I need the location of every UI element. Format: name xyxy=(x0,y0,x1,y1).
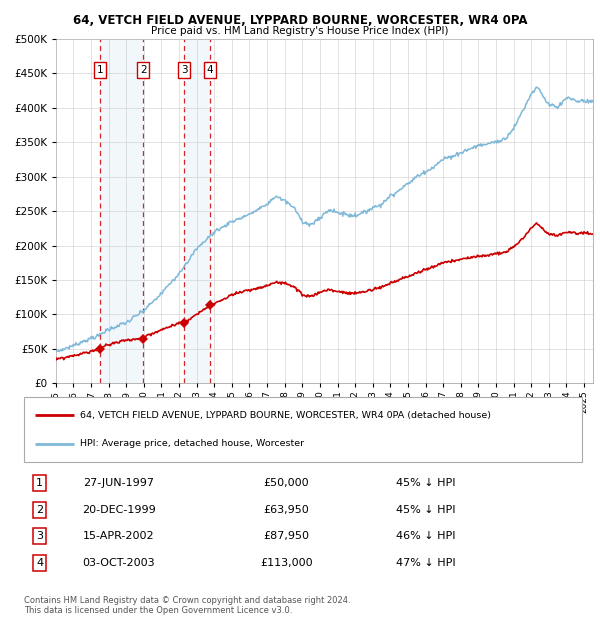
Text: 46% ↓ HPI: 46% ↓ HPI xyxy=(396,531,455,541)
Text: 4: 4 xyxy=(206,65,213,75)
Text: HPI: Average price, detached house, Worcester: HPI: Average price, detached house, Worc… xyxy=(80,439,304,448)
Bar xyxy=(184,39,210,383)
Text: 47% ↓ HPI: 47% ↓ HPI xyxy=(396,558,455,568)
Text: 45% ↓ HPI: 45% ↓ HPI xyxy=(396,505,455,515)
Text: £50,000: £50,000 xyxy=(263,478,309,488)
Text: 15-APR-2002: 15-APR-2002 xyxy=(83,531,155,541)
Text: 2: 2 xyxy=(36,505,43,515)
Text: 64, VETCH FIELD AVENUE, LYPPARD BOURNE, WORCESTER, WR4 0PA (detached house): 64, VETCH FIELD AVENUE, LYPPARD BOURNE, … xyxy=(80,410,491,420)
Text: 64, VETCH FIELD AVENUE, LYPPARD BOURNE, WORCESTER, WR4 0PA: 64, VETCH FIELD AVENUE, LYPPARD BOURNE, … xyxy=(73,14,527,27)
Text: 45% ↓ HPI: 45% ↓ HPI xyxy=(396,478,455,488)
Bar xyxy=(100,39,143,383)
Text: £63,950: £63,950 xyxy=(263,505,309,515)
Text: 2: 2 xyxy=(140,65,146,75)
Text: 1: 1 xyxy=(36,478,43,488)
Text: £113,000: £113,000 xyxy=(260,558,313,568)
Text: 03-OCT-2003: 03-OCT-2003 xyxy=(83,558,155,568)
Text: Contains HM Land Registry data © Crown copyright and database right 2024.
This d: Contains HM Land Registry data © Crown c… xyxy=(24,596,350,615)
Text: 3: 3 xyxy=(181,65,187,75)
Text: Price paid vs. HM Land Registry's House Price Index (HPI): Price paid vs. HM Land Registry's House … xyxy=(151,26,449,36)
Text: 4: 4 xyxy=(36,558,43,568)
Text: 27-JUN-1997: 27-JUN-1997 xyxy=(83,478,154,488)
Text: £87,950: £87,950 xyxy=(263,531,309,541)
Text: 3: 3 xyxy=(36,531,43,541)
Text: 1: 1 xyxy=(97,65,103,75)
Text: 20-DEC-1999: 20-DEC-1999 xyxy=(82,505,156,515)
